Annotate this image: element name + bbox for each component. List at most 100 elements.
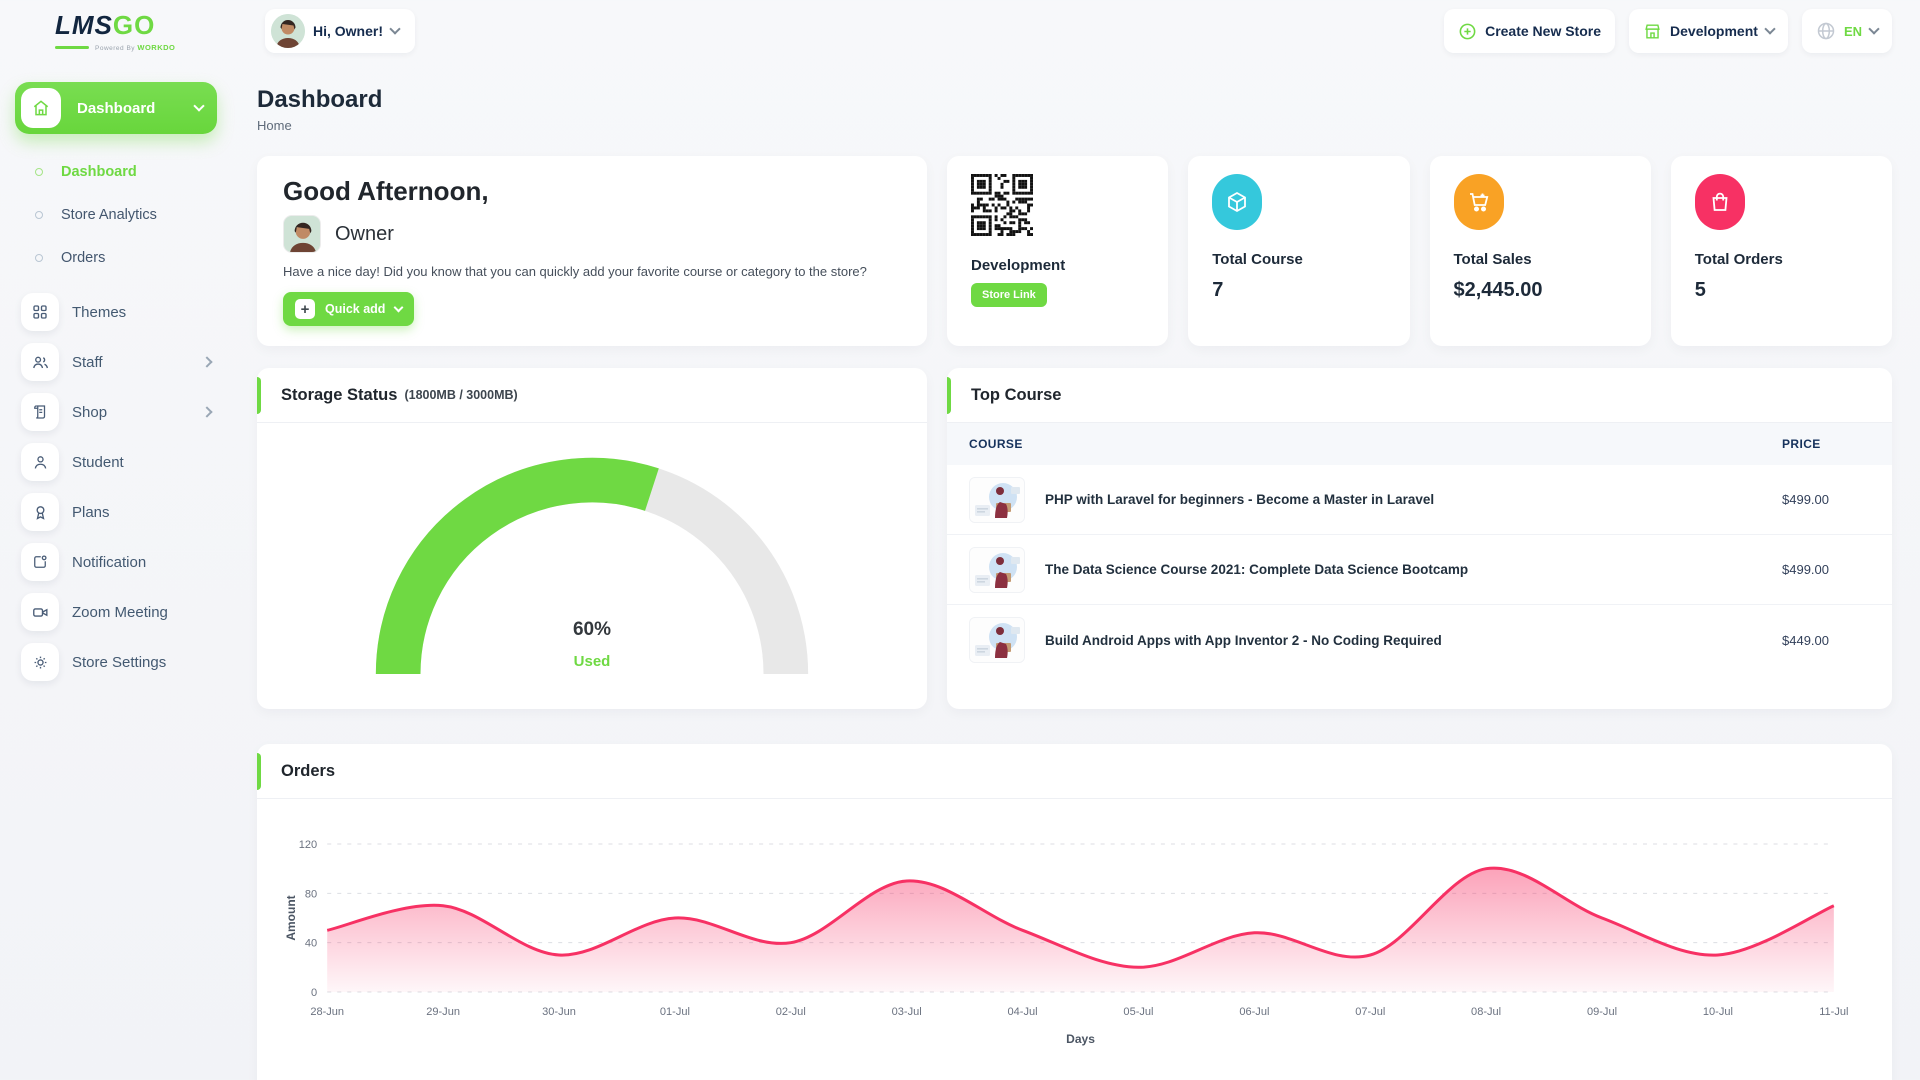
storage-gauge: 60% Used: [257, 423, 927, 708]
storage-used-caption: Used: [573, 653, 611, 670]
stat-value: $2,445.00: [1453, 279, 1543, 301]
course-name: The Data Science Course 2021: Complete D…: [1045, 562, 1469, 577]
user-greeting-label: Hi, Owner!: [313, 23, 384, 39]
svg-text:07-Jul: 07-Jul: [1355, 1006, 1385, 1018]
award-icon: [21, 493, 59, 531]
accent-bar: [257, 377, 261, 414]
course-name: Build Android Apps with App Inventor 2 -…: [1045, 632, 1442, 648]
chevron-right-icon: [201, 356, 213, 368]
svg-text:11-Jul: 11-Jul: [1819, 1006, 1848, 1018]
svg-text:0: 0: [311, 987, 317, 999]
sidebar-group-dashboard[interactable]: Dashboard: [15, 82, 217, 134]
store-link-button[interactable]: Store Link: [971, 283, 1047, 307]
course-price: $499.00: [1782, 562, 1829, 577]
svg-text:01-Jul: 01-Jul: [660, 1006, 690, 1018]
table-row[interactable]: PHP with Laravel for beginners - Become …: [947, 465, 1892, 535]
course-thumbnail: [969, 617, 1025, 663]
svg-text:28-Jun: 28-Jun: [310, 1006, 344, 1018]
language-dropdown[interactable]: EN: [1801, 9, 1892, 53]
accent-bar: [257, 753, 261, 790]
video-camera-icon: [21, 593, 59, 631]
sidebar-item-themes[interactable]: Themes: [15, 287, 217, 337]
breadcrumb[interactable]: Home: [257, 118, 292, 133]
stat-card-development: Development Store Link: [947, 156, 1169, 346]
user-menu[interactable]: Hi, Owner!: [265, 9, 416, 53]
svg-text:09-Jul: 09-Jul: [1587, 1006, 1617, 1018]
course-thumbnail: [969, 546, 1025, 593]
person-icon: [21, 443, 59, 481]
plus-icon: +: [295, 299, 315, 319]
users-icon: [21, 343, 59, 381]
greeting-message: Have a nice day! Did you know that you c…: [283, 264, 867, 279]
svg-text:05-Jul: 05-Jul: [1123, 1006, 1153, 1018]
table-row[interactable]: Build Android Apps with App Inventor 2 -…: [947, 605, 1892, 675]
table-row[interactable]: The Data Science Course 2021: Complete D…: [947, 535, 1892, 605]
gear-icon: [21, 643, 59, 681]
table-header: COURSE PRICE: [947, 423, 1892, 465]
sidebar-item-dashboard[interactable]: Dashboard: [15, 150, 217, 193]
sidebar-group-label: Dashboard: [77, 99, 156, 117]
app-logo[interactable]: LMSGO Powered By WORKDO: [55, 10, 185, 52]
stat-label: Total Orders: [1694, 251, 1783, 268]
bullet-icon: [35, 167, 43, 176]
svg-text:04-Jul: 04-Jul: [1008, 1006, 1038, 1018]
sidebar-item-notification[interactable]: Notification: [15, 537, 217, 587]
storefront-icon: [1645, 23, 1660, 39]
sidebar-item-store-settings[interactable]: Store Settings: [15, 637, 217, 687]
create-new-store-button[interactable]: Create New Store: [1444, 9, 1616, 53]
quick-add-button[interactable]: + Quick add: [283, 292, 415, 326]
greeting-card: Good Afternoon, Owner Have a nice day! D…: [257, 156, 927, 346]
svg-text:Amount: Amount: [284, 895, 298, 940]
cube-icon: [1212, 174, 1263, 230]
store-switcher-dropdown[interactable]: Development: [1629, 9, 1788, 53]
user-avatar: [271, 14, 305, 48]
sidebar-item-zoom-meeting[interactable]: Zoom Meeting: [15, 587, 217, 637]
greeting-avatar: [283, 215, 321, 253]
language-code: EN: [1843, 23, 1862, 39]
sidebar-item-plans[interactable]: Plans: [15, 487, 217, 537]
greeting-username: Owner: [335, 222, 394, 245]
svg-text:80: 80: [305, 888, 317, 900]
top-course-card: Top Course COURSE PRICE PHP with Laravel…: [947, 368, 1892, 709]
main-content: Dashboard Home Good Afternoon, Owner Hav…: [257, 86, 1892, 1080]
course-price: $499.00: [1782, 492, 1829, 507]
sidebar-item-orders[interactable]: Orders: [15, 236, 217, 279]
svg-text:29-Jun: 29-Jun: [426, 1006, 460, 1018]
chevron-right-icon: [201, 406, 213, 418]
sidebar-item-student[interactable]: Student: [15, 437, 217, 487]
stat-card-total-sales: Total Sales $2,445.00: [1429, 156, 1651, 346]
stat-card-total-orders: Total Orders 5: [1670, 156, 1892, 346]
svg-text:08-Jul: 08-Jul: [1471, 1006, 1501, 1018]
bullet-icon: [35, 210, 43, 219]
logo-underline: [55, 46, 89, 49]
stat-card-total-course: Total Course 7: [1188, 156, 1410, 346]
column-course: COURSE: [969, 437, 1023, 451]
notification-icon: [21, 543, 59, 581]
sidebar-item-store-analytics[interactable]: Store Analytics: [15, 193, 217, 236]
svg-text:40: 40: [305, 938, 317, 950]
stat-value: 7: [1212, 279, 1224, 301]
svg-text:30-Jun: 30-Jun: [542, 1006, 576, 1018]
storage-percent: 60%: [572, 619, 612, 640]
cart-icon: [1453, 174, 1504, 230]
svg-text:120: 120: [299, 839, 317, 851]
storage-title: Storage Status: [281, 385, 398, 404]
chevron-down-icon: [1764, 23, 1776, 35]
chevron-down-icon: [393, 302, 404, 313]
receipt-icon: [21, 393, 59, 431]
sidebar: Dashboard Dashboard Store Analytics Orde…: [15, 82, 217, 687]
svg-text:Days: Days: [1066, 1032, 1095, 1046]
chevron-down-icon: [193, 100, 205, 112]
bullet-icon: [35, 253, 43, 262]
sidebar-subnav: Dashboard Store Analytics Orders: [15, 150, 217, 279]
sidebar-item-shop[interactable]: Shop: [15, 387, 217, 437]
stat-label: Development: [971, 257, 1066, 274]
course-thumbnail: [969, 476, 1025, 523]
page-title: Dashboard: [257, 86, 383, 113]
logo-text: LMSGO: [55, 10, 156, 40]
shopping-bag-icon: [1694, 174, 1745, 230]
svg-text:06-Jul: 06-Jul: [1239, 1006, 1269, 1018]
svg-text:10-Jul: 10-Jul: [1703, 1006, 1733, 1018]
sidebar-item-staff[interactable]: Staff: [15, 337, 217, 387]
top-header: LMSGO Powered By WORKDO Hi, Owner! Creat…: [0, 0, 1920, 64]
